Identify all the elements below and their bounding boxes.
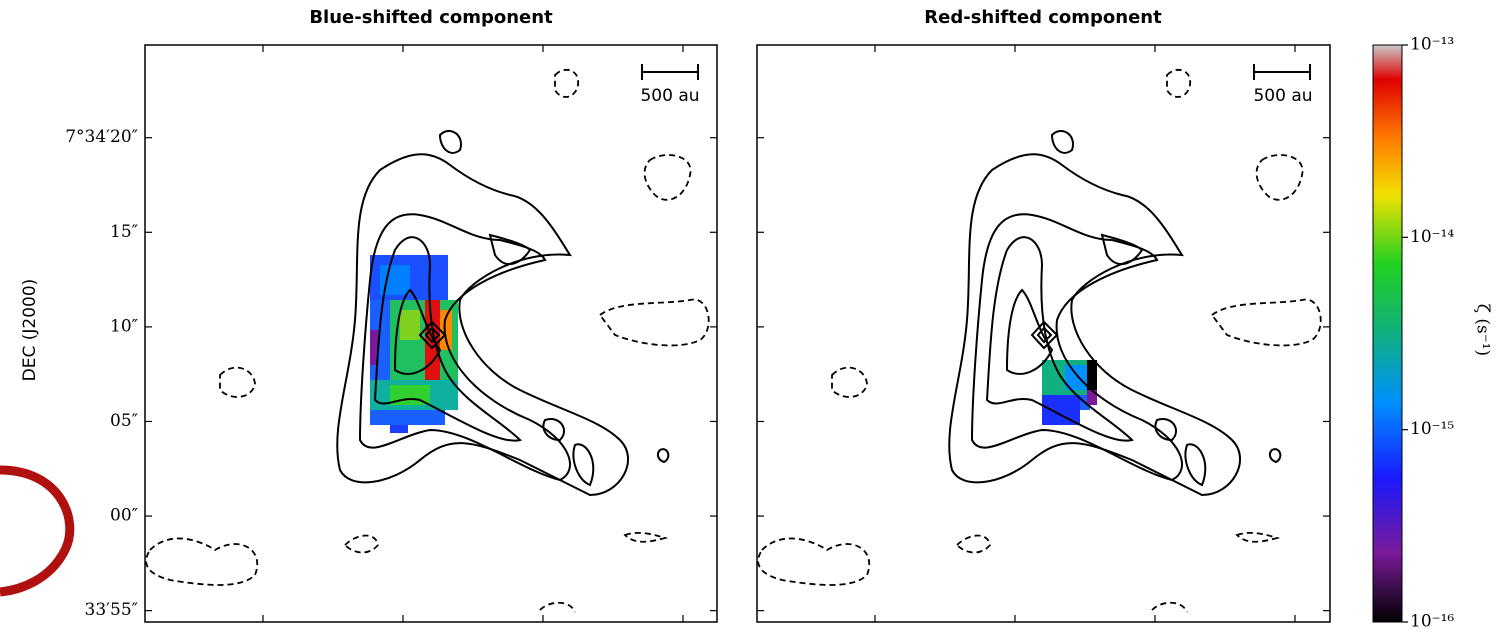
panel-title: Blue-shifted component	[309, 7, 553, 28]
annotation-ellipse	[0, 470, 70, 592]
pixel-map	[370, 255, 458, 433]
colorbar	[1373, 45, 1402, 622]
y-tick-label: 33′55″	[85, 600, 138, 620]
y-tick-label: 15″	[110, 222, 138, 242]
y-tick-label: 05″	[110, 411, 138, 431]
colorbar-tick-label: 10⁻¹⁵	[1410, 419, 1454, 439]
scale-bar-label: 500 au	[640, 86, 699, 106]
scale-bar-label: 500 au	[1253, 86, 1312, 106]
colorbar-label: ζ (s⁻¹)	[1473, 304, 1493, 356]
figure: 500 au 500 au Blue-shifted component Red…	[0, 0, 1499, 634]
y-tick-label: 00″	[110, 506, 138, 526]
colorbar-tick-label: 10⁻¹⁶	[1410, 612, 1454, 632]
y-tick-label: 10″	[110, 316, 138, 336]
contours	[758, 70, 1321, 612]
y-tick-label: 7°34′20″	[65, 127, 138, 147]
panel-title: Red-shifted component	[924, 7, 1162, 28]
y-axis-label: DEC (J2000)	[20, 279, 40, 382]
colorbar-tick-label: 10⁻¹³	[1410, 35, 1454, 55]
colorbar-tick-label: 10⁻¹⁴	[1410, 227, 1454, 247]
scale-bar	[642, 64, 1310, 80]
pixel-map	[1042, 360, 1097, 425]
